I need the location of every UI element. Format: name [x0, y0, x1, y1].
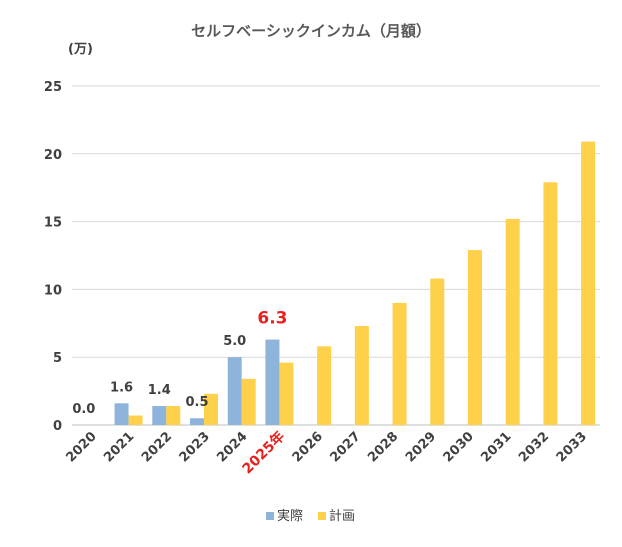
bar-plan: [317, 346, 332, 425]
bar-plan: [430, 278, 445, 425]
x-tick-label: 2032: [516, 429, 552, 465]
bar-actual: [227, 357, 242, 425]
x-tick-label: 2033: [554, 429, 590, 465]
legend: 実際 計画: [266, 508, 355, 524]
y-tick-labels: 0 5 10 15 20 25: [44, 80, 62, 434]
y-tick-label: 5: [53, 351, 62, 366]
x-tick-label: 2027: [327, 429, 363, 465]
bar-plan: [392, 302, 407, 425]
gridlines: [72, 85, 600, 426]
bar-plan: [128, 415, 143, 425]
bar-plan: [505, 218, 520, 425]
legend-swatch: [318, 512, 326, 520]
x-tick-label: 2025年: [239, 428, 288, 477]
chart-title: セルフベーシックインカム（月額）: [191, 22, 431, 40]
bar-plan: [204, 393, 218, 425]
bars: [114, 141, 596, 425]
data-labels: 0.0 1.6 1.4 0.5 5.0 6.3: [72, 309, 287, 417]
bar-plan: [543, 182, 558, 425]
bar-actual: [265, 339, 280, 425]
data-label: 1.4: [148, 383, 171, 398]
bar-plan: [354, 326, 369, 425]
y-tick-label: 0: [53, 419, 62, 434]
x-tick-label: 2030: [441, 429, 477, 465]
data-label: 6.3: [257, 309, 287, 329]
bar-plan: [166, 406, 181, 425]
y-tick-label: 20: [44, 148, 62, 163]
x-tick-label: 2020: [63, 429, 99, 465]
data-label: 0.5: [185, 395, 208, 410]
x-tick-label: 2022: [139, 429, 175, 465]
x-tick-label: 2031: [478, 429, 514, 465]
x-tick-label: 2023: [177, 429, 213, 465]
data-label: 0.0: [72, 402, 95, 417]
x-tick-label: 2029: [403, 429, 439, 465]
bar-plan: [468, 250, 482, 425]
legend-label: 実際: [277, 508, 303, 524]
y-tick-label: 10: [44, 283, 62, 298]
x-tick-label: 2026: [290, 429, 326, 465]
legend-label: 計画: [329, 508, 355, 524]
y-tick-label: 25: [44, 80, 62, 95]
bar-actual: [114, 403, 129, 425]
bar-plan: [279, 362, 294, 425]
y-tick-label: 15: [44, 216, 62, 231]
data-label: 5.0: [223, 334, 246, 349]
bar-actual: [190, 418, 204, 425]
x-tick-label: 2028: [365, 429, 401, 465]
x-tick-label: 2021: [101, 429, 137, 465]
y-unit-label: (万): [68, 42, 93, 57]
bar-plan: [581, 141, 596, 425]
data-label: 1.6: [110, 380, 133, 395]
bar-plan: [241, 378, 256, 425]
legend-swatch: [266, 512, 274, 520]
bar-actual: [152, 406, 167, 425]
